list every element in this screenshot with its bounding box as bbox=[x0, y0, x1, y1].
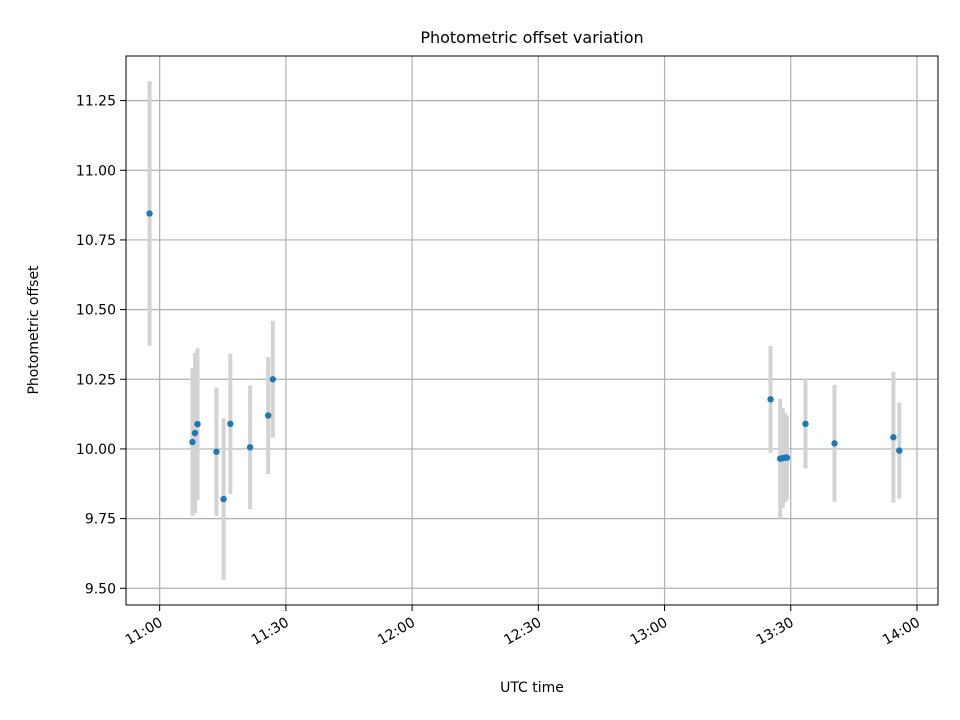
data-point bbox=[189, 438, 196, 446]
x-tick-label: 11:00 bbox=[123, 615, 166, 649]
data-points bbox=[146, 210, 903, 503]
y-tick-label: 9.50 bbox=[85, 581, 116, 597]
x-axis-ticks: 11:00 11:30 12:00 12:30 13:00 13:30 14:00 bbox=[123, 605, 923, 649]
data-point bbox=[220, 495, 227, 503]
data-point bbox=[194, 420, 201, 428]
data-point bbox=[831, 440, 838, 447]
y-tick-label: 11.25 bbox=[76, 94, 116, 110]
chart-title: Photometric offset variation bbox=[420, 28, 643, 47]
data-point bbox=[269, 376, 277, 383]
data-point bbox=[890, 434, 897, 441]
x-tick-label: 11:30 bbox=[249, 615, 292, 649]
x-tick-label: 13:00 bbox=[628, 615, 671, 649]
x-tick-label: 13:30 bbox=[754, 615, 797, 649]
y-tick-label: 10.50 bbox=[76, 303, 116, 319]
error-bars bbox=[147, 81, 902, 580]
x-tick-label: 12:00 bbox=[375, 615, 418, 649]
data-point bbox=[246, 444, 254, 451]
y-tick-label: 10.25 bbox=[76, 372, 116, 388]
data-point bbox=[783, 454, 791, 461]
grid bbox=[126, 56, 938, 605]
data-point bbox=[767, 396, 774, 403]
y-axis-label: Photometric offset bbox=[26, 265, 42, 395]
y-tick-label: 10.75 bbox=[76, 233, 116, 249]
y-tick-label: 9.75 bbox=[85, 512, 116, 528]
data-point bbox=[227, 420, 234, 428]
y-axis-ticks: 9.50 9.75 10.00 10.25 10.50 10.75 11.00 11.25 bbox=[76, 94, 126, 597]
data-point bbox=[896, 447, 903, 454]
x-tick-label: 14:00 bbox=[880, 615, 923, 649]
data-point bbox=[146, 210, 153, 217]
y-tick-label: 10.00 bbox=[76, 442, 116, 458]
data-point bbox=[265, 412, 272, 419]
x-tick-label: 12:30 bbox=[501, 615, 544, 649]
data-point bbox=[191, 429, 199, 437]
y-tick-label: 11.00 bbox=[76, 163, 116, 179]
data-point bbox=[213, 448, 220, 455]
x-axis-label: UTC time bbox=[500, 680, 564, 696]
plot-frame bbox=[125, 55, 939, 606]
data-point bbox=[802, 420, 809, 428]
